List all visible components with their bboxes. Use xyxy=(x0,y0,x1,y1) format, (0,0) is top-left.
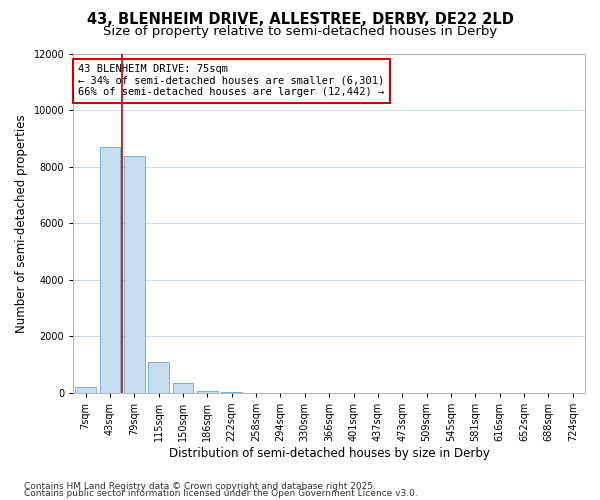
Bar xyxy=(75,388,96,393)
Bar xyxy=(148,362,169,393)
Text: Size of property relative to semi-detached houses in Derby: Size of property relative to semi-detach… xyxy=(103,25,497,38)
Y-axis label: Number of semi-detached properties: Number of semi-detached properties xyxy=(15,114,28,333)
Bar xyxy=(173,383,193,393)
Bar xyxy=(221,392,242,393)
Bar xyxy=(124,156,145,393)
Text: Contains HM Land Registry data © Crown copyright and database right 2025.: Contains HM Land Registry data © Crown c… xyxy=(24,482,376,491)
X-axis label: Distribution of semi-detached houses by size in Derby: Distribution of semi-detached houses by … xyxy=(169,447,490,460)
Text: Contains public sector information licensed under the Open Government Licence v3: Contains public sector information licen… xyxy=(24,489,418,498)
Bar xyxy=(100,147,120,393)
Text: 43 BLENHEIM DRIVE: 75sqm
← 34% of semi-detached houses are smaller (6,301)
66% o: 43 BLENHEIM DRIVE: 75sqm ← 34% of semi-d… xyxy=(79,64,385,98)
Bar xyxy=(197,390,218,393)
Text: 43, BLENHEIM DRIVE, ALLESTREE, DERBY, DE22 2LD: 43, BLENHEIM DRIVE, ALLESTREE, DERBY, DE… xyxy=(86,12,514,28)
